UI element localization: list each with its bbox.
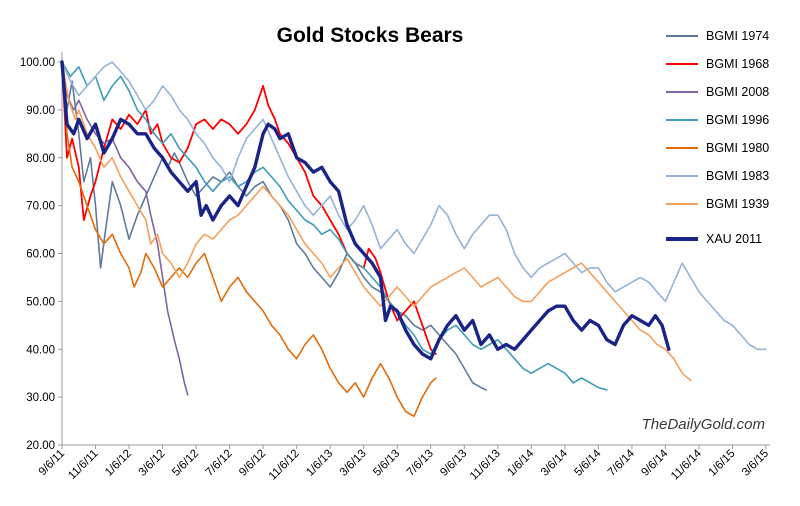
y-tick-label: 80.00	[26, 153, 55, 165]
series-line-bgmi-1980	[61, 61, 437, 418]
x-tick-label: 7/6/13	[405, 448, 436, 479]
x-tick-label: 1/6/12	[103, 448, 134, 479]
series-line-bgmi-1983	[61, 61, 767, 351]
y-tick-label: 60.00	[26, 249, 55, 261]
legend-item-bgmi-1968: BGMI 1968	[666, 50, 796, 78]
x-tick-label: 5/6/12	[170, 448, 201, 479]
legend-label: BGMI 1983	[706, 169, 770, 183]
x-tick-label: 9/6/13	[438, 448, 469, 479]
legend-line-swatch	[666, 63, 698, 65]
legend-item-bgmi-2008: BGMI 2008	[666, 78, 796, 106]
legend-item-bgmi-1996: BGMI 1996	[666, 106, 796, 134]
legend-item-xau-2011: XAU 2011	[666, 225, 796, 253]
y-tick-label: 70.00	[26, 201, 55, 213]
y-tick-label: 30.00	[26, 392, 55, 404]
x-tick-label: 1/6/13	[304, 448, 335, 479]
legend-label: BGMI 1968	[706, 57, 770, 71]
y-tick-label: 100.00	[20, 57, 55, 69]
x-tick-label: 3/6/13	[338, 448, 369, 479]
x-tick-label: 3/6/15	[740, 448, 771, 479]
legend-label: BGMI 1996	[706, 113, 770, 127]
series-line-bgmi-2008	[61, 61, 189, 396]
chart-title: Gold Stocks Bears	[276, 24, 464, 47]
legend-line-swatch	[666, 119, 698, 121]
x-tick-label: 7/6/14	[606, 447, 638, 479]
y-tick-label: 50.00	[26, 296, 55, 308]
x-tick-label: 11/6/12	[267, 448, 302, 483]
legend-item-bgmi-1980: BGMI 1980	[666, 134, 796, 162]
x-tick-label: 11/6/13	[468, 448, 503, 483]
legend-label: XAU 2011	[706, 232, 763, 246]
legend-label: BGMI 2008	[706, 85, 770, 99]
x-tick-label: 3/6/12	[137, 448, 168, 479]
series-line-bgmi-1968	[61, 61, 437, 355]
legend-line-swatch	[666, 203, 698, 205]
legend-line-swatch	[666, 175, 698, 177]
y-tick-label: 20.00	[26, 440, 55, 452]
legend-line-swatch	[666, 91, 698, 93]
legend-item-bgmi-1983: BGMI 1983	[666, 162, 796, 190]
series-line-bgmi-1974	[61, 61, 487, 391]
x-tick-label: 11/6/14	[669, 447, 704, 482]
x-tick-label: 1/6/14	[505, 447, 537, 479]
y-tick-label: 40.00	[26, 344, 55, 356]
x-tick-label: 1/6/15	[706, 448, 737, 479]
legend-line-swatch	[666, 147, 698, 149]
watermark: TheDailyGold.com	[641, 416, 765, 433]
series-line-bgmi-1939	[61, 61, 692, 382]
legend-label: BGMI 1980	[706, 141, 770, 155]
x-tick-label: 5/6/13	[371, 448, 402, 479]
x-tick-label: 7/6/12	[204, 448, 235, 479]
x-tick-label: 9/6/11	[37, 448, 67, 478]
series-line-bgmi-1996	[61, 61, 608, 391]
legend-item-bgmi-1939: BGMI 1939	[666, 190, 796, 218]
legend: BGMI 1974 BGMI 1968 BGMI 2008 BGMI 1996 BGMI…	[666, 22, 796, 253]
y-tick-label: 90.00	[26, 105, 55, 117]
series-line-xau-2011	[60, 60, 671, 361]
legend-line-swatch	[666, 35, 698, 37]
legend-label: BGMI 1974	[706, 29, 770, 43]
x-tick-label: 9/6/12	[237, 448, 268, 479]
legend-line-swatch	[666, 237, 698, 241]
x-tick-label: 11/6/11	[66, 448, 100, 482]
x-tick-label: 5/6/14	[572, 447, 604, 479]
x-tick-label: 9/6/14	[639, 447, 671, 479]
legend-label: BGMI 1939	[706, 197, 770, 211]
x-tick-label: 3/6/14	[539, 447, 571, 479]
legend-item-bgmi-1974: BGMI 1974	[666, 22, 796, 50]
